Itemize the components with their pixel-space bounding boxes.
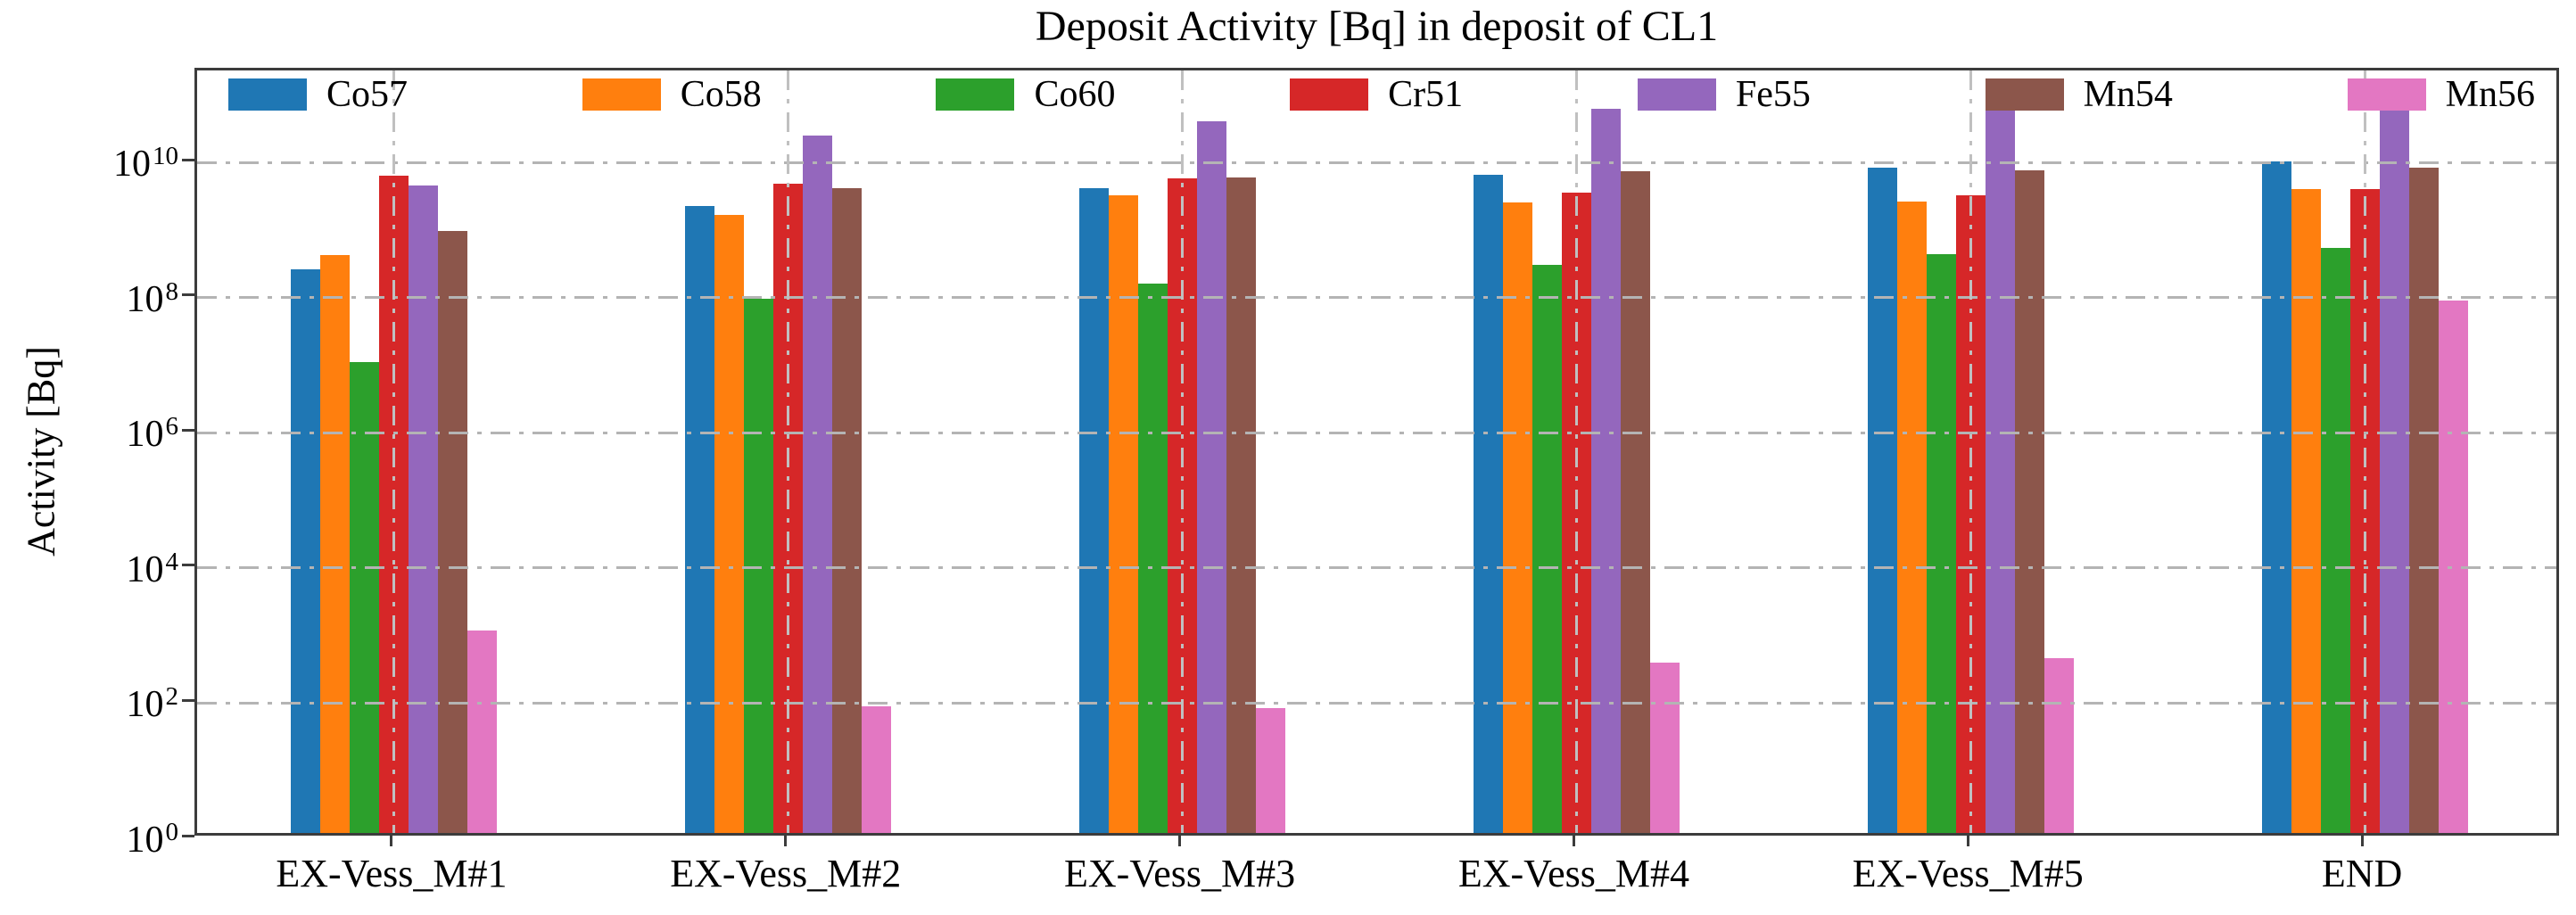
legend-label-cr51: Cr51: [1388, 74, 1464, 115]
legend-swatch-co57: [228, 78, 307, 111]
bar-co60-end: [2320, 248, 2350, 833]
gridline-y-1e4: [197, 566, 2556, 570]
bar-fe55-ex-vess_m#3: [1197, 120, 1227, 833]
legend-label-mn54: Mn54: [2083, 74, 2173, 115]
x-tick-end: [2360, 836, 2364, 846]
legend-label-co57: Co57: [326, 74, 409, 115]
plot-area: [194, 68, 2559, 836]
y-tick-label-1e0: 100: [126, 818, 179, 861]
gridline-x-ex-vess_m#3: [1181, 70, 1185, 833]
y-tick-1e10: [182, 158, 194, 161]
bar-co60-ex-vess_m#4: [1532, 265, 1562, 833]
bar-co57-ex-vess_m#3: [1079, 187, 1110, 833]
bar-co58-ex-vess_m#4: [1502, 202, 1532, 833]
x-tick-label-ex-vess_m#4: EX-Vess_M#4: [1457, 852, 1689, 895]
x-tick-ex-vess_m#2: [784, 836, 788, 846]
bar-mn54-ex-vess_m#2: [832, 187, 863, 833]
y-tick-1e8: [182, 293, 194, 297]
legend-item-co57: Co57: [228, 75, 408, 114]
y-tick-label-1e6: 106: [126, 412, 179, 456]
legend-item-mn56: Mn56: [2347, 74, 2535, 115]
bar-co57-end: [2261, 161, 2291, 833]
y-tick-1e6: [182, 428, 194, 432]
gridline-x-ex-vess_m#2: [787, 70, 790, 833]
bar-mn54-ex-vess_m#5: [2014, 170, 2044, 833]
bar-fe55-ex-vess_m#5: [1985, 103, 2015, 833]
bar-mn56-ex-vess_m#5: [2043, 657, 2074, 833]
bar-fe55-end: [2379, 99, 2409, 833]
y-tick-1e0: [182, 834, 194, 837]
y-tick-label-1e8: 108: [126, 276, 179, 320]
bar-co57-ex-vess_m#1: [291, 268, 321, 833]
x-tick-label-ex-vess_m#2: EX-Vess_M#2: [670, 852, 902, 895]
bar-co57-ex-vess_m#2: [685, 205, 715, 833]
x-tick-ex-vess_m#3: [1178, 836, 1182, 846]
bar-co60-ex-vess_m#3: [1138, 283, 1168, 833]
bar-fe55-ex-vess_m#2: [803, 135, 833, 833]
legend-label-co58: Co58: [680, 74, 762, 115]
gridline-x-ex-vess_m#4: [1574, 70, 1578, 833]
y-tick-label-1e2: 102: [126, 682, 179, 726]
bar-mn54-ex-vess_m#1: [438, 231, 468, 833]
chart-title: Deposit Activity [Bq] in deposit of CL1: [1035, 3, 1719, 50]
legend: Co57 Co58 Co60 Cr51 Fe55 Mn54 Mn56: [228, 75, 2535, 114]
bar-mn54-end: [2408, 167, 2439, 833]
y-tick-label-1e4: 104: [126, 547, 179, 590]
bar-co57-ex-vess_m#5: [1867, 167, 1897, 833]
x-tick-label-ex-vess_m#1: EX-Vess_M#1: [276, 852, 508, 895]
bar-mn56-ex-vess_m#3: [1256, 708, 1286, 833]
gridline-x-ex-vess_m#5: [1969, 70, 1972, 833]
bar-mn56-ex-vess_m#4: [1649, 663, 1680, 833]
bar-co57-ex-vess_m#4: [1473, 174, 1503, 833]
legend-label-mn56: Mn56: [2445, 74, 2535, 115]
legend-label-co60: Co60: [1034, 74, 1116, 115]
x-tick-label-ex-vess_m#5: EX-Vess_M#5: [1852, 852, 2084, 895]
legend-swatch-mn54: [1985, 78, 2064, 111]
bar-co60-ex-vess_m#1: [350, 361, 380, 833]
legend-label-fe55: Fe55: [1735, 74, 1811, 115]
legend-item-fe55: Fe55: [1637, 74, 1811, 115]
legend-swatch-co60: [936, 78, 1015, 111]
legend-item-mn54: Mn54: [1985, 74, 2173, 115]
y-tick-label-1e10: 1010: [113, 142, 178, 185]
legend-swatch-fe55: [1637, 78, 1716, 111]
legend-swatch-mn56: [2347, 78, 2426, 111]
y-tick-1e4: [182, 564, 194, 567]
gridline-y-1e2: [197, 701, 2556, 705]
legend-swatch-co58: [582, 78, 661, 111]
x-tick-label-ex-vess_m#3: EX-Vess_M#3: [1064, 852, 1296, 895]
gridline-y-1e8: [197, 296, 2556, 300]
bar-co60-ex-vess_m#5: [1926, 253, 1956, 833]
bar-mn56-ex-vess_m#1: [467, 630, 498, 833]
legend-item-co60: Co60: [936, 75, 1115, 114]
x-tick-ex-vess_m#5: [1966, 836, 1969, 846]
bar-co58-ex-vess_m#2: [714, 214, 745, 833]
bar-co60-ex-vess_m#2: [744, 298, 774, 833]
bar-mn54-ex-vess_m#3: [1226, 177, 1257, 833]
gridline-x-end: [2363, 70, 2366, 833]
x-tick-ex-vess_m#1: [390, 836, 393, 846]
x-tick-label-end: END: [2321, 852, 2403, 895]
gridline-x-ex-vess_m#1: [392, 70, 396, 833]
y-tick-1e2: [182, 698, 194, 702]
x-tick-ex-vess_m#4: [1572, 836, 1575, 846]
bar-co58-ex-vess_m#5: [1896, 201, 1927, 833]
bar-co58-end: [2291, 188, 2321, 833]
bar-co58-ex-vess_m#1: [320, 255, 351, 833]
gridline-y-1e6: [197, 431, 2556, 434]
bar-co58-ex-vess_m#3: [1109, 195, 1139, 833]
legend-swatch-cr51: [1290, 78, 1369, 111]
bar-fe55-ex-vess_m#1: [409, 185, 439, 833]
legend-item-cr51: Cr51: [1290, 75, 1463, 114]
legend-item-co58: Co58: [582, 75, 762, 114]
bar-mn56-ex-vess_m#2: [862, 705, 892, 833]
bar-fe55-ex-vess_m#4: [1590, 109, 1621, 833]
gridline-y-1e10: [197, 161, 2556, 164]
bar-mn54-ex-vess_m#4: [1620, 170, 1650, 833]
